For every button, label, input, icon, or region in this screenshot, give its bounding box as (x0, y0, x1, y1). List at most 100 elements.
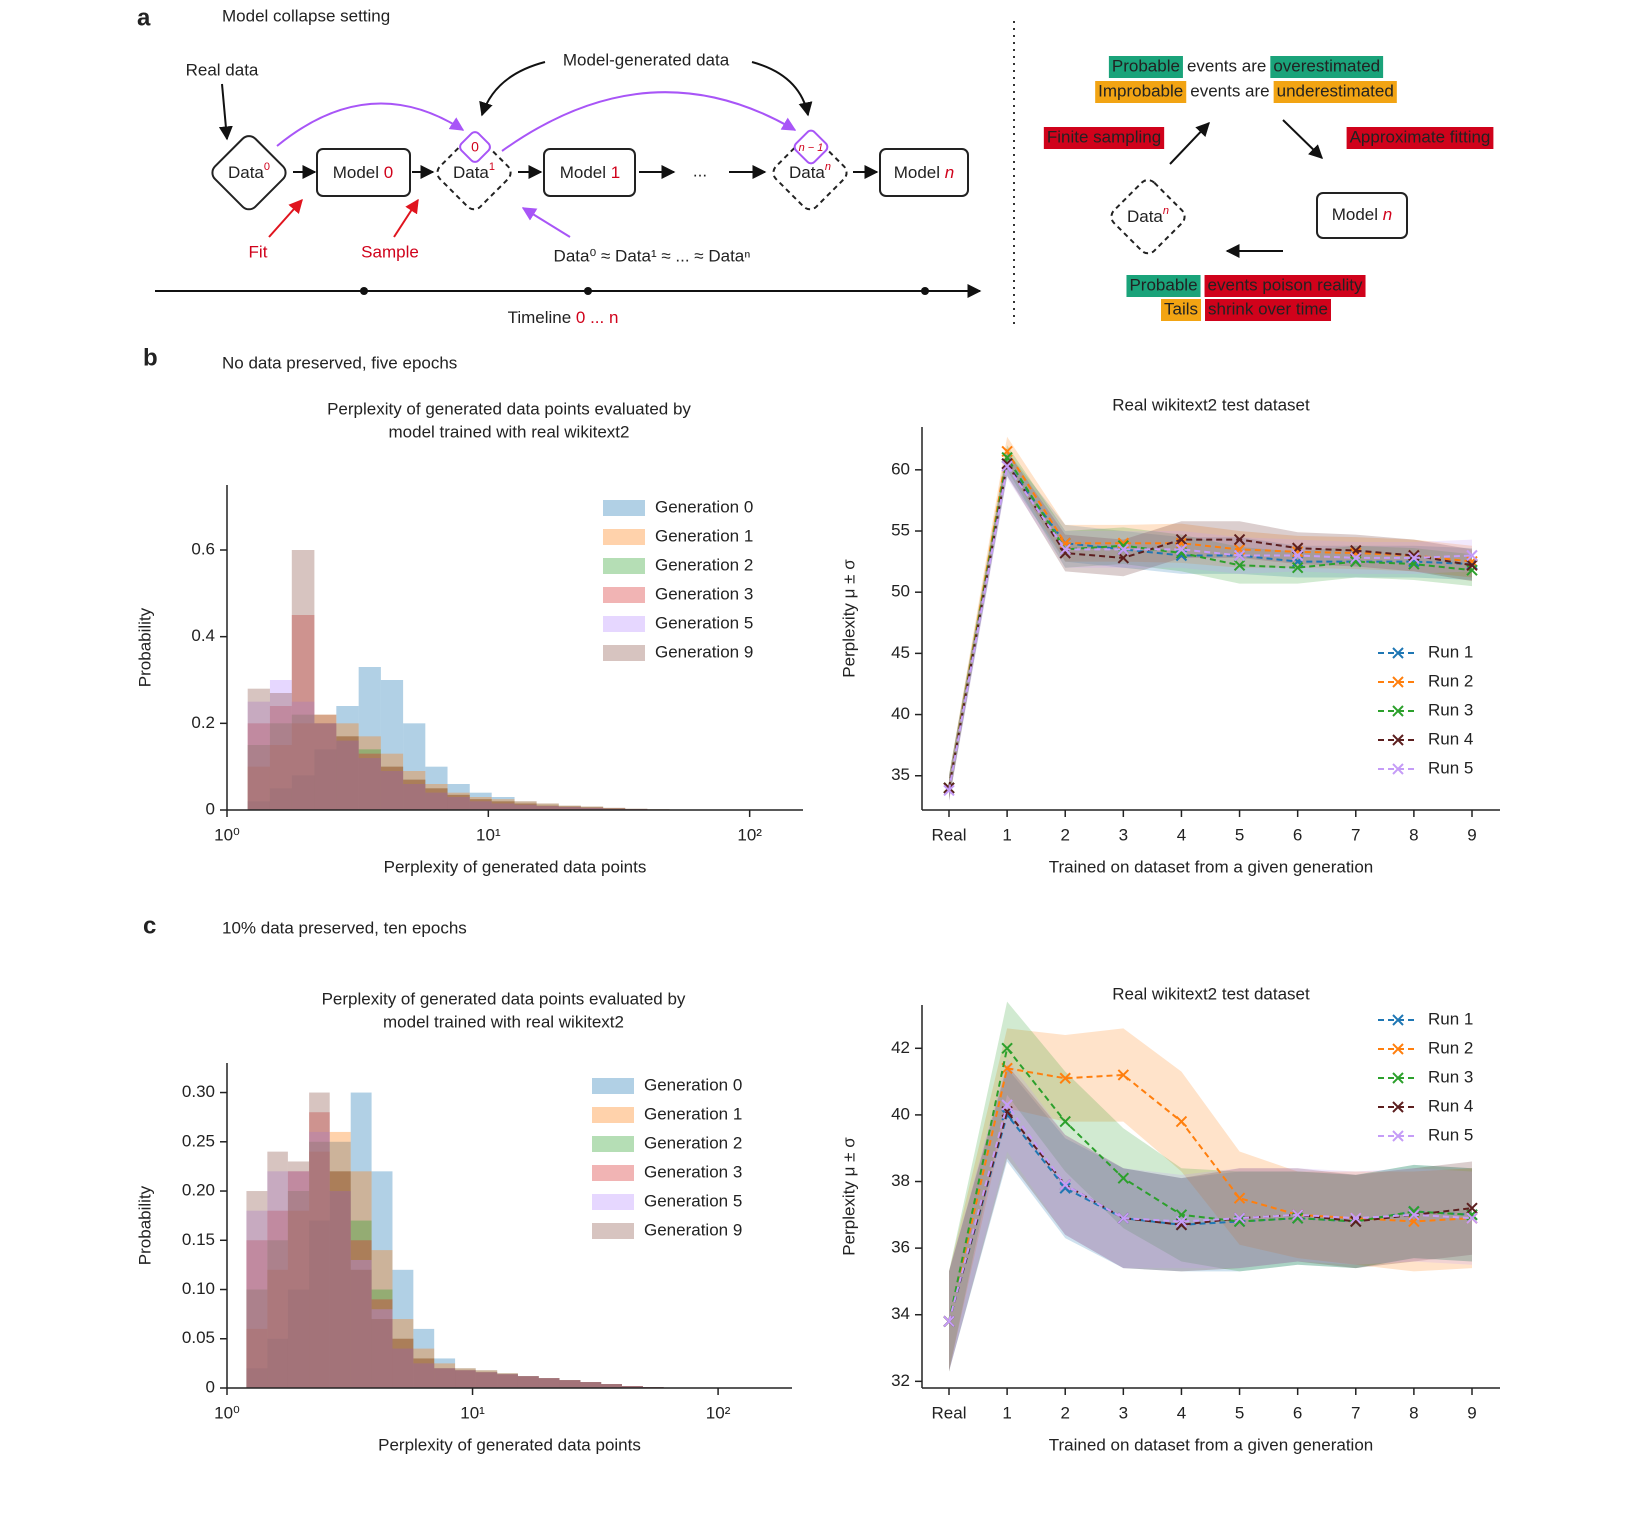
timeline-dot (921, 287, 929, 295)
arrow (1282, 119, 1324, 159)
bar (558, 805, 581, 810)
bar (291, 714, 315, 810)
label: Model-generated data (563, 50, 730, 69)
statement: Approximate fitting (1346, 127, 1494, 149)
bar (314, 723, 337, 810)
x-tick-label: 10⁰ (214, 825, 240, 844)
statement: Improbable events are underestimated (1095, 81, 1397, 103)
y-axis-label: Probability (135, 1185, 154, 1265)
bar (601, 1384, 622, 1388)
bar (580, 807, 604, 810)
label: Fit (249, 242, 268, 261)
marker (1001, 1042, 1013, 1055)
legend-swatch (603, 500, 645, 516)
bar (558, 806, 581, 810)
legend-label: Generation 5 (655, 613, 753, 632)
marker (1466, 559, 1478, 571)
bar (336, 723, 359, 810)
marker (1291, 1209, 1304, 1221)
y-tick-label: 0.4 (191, 626, 215, 645)
bar (267, 1151, 288, 1388)
bar (469, 792, 492, 810)
bar (314, 714, 337, 810)
bar (559, 1380, 581, 1388)
bar (287, 1161, 310, 1388)
bar (580, 1382, 602, 1388)
marker (1350, 1212, 1362, 1224)
bar (247, 801, 270, 810)
legend-label: Generation 1 (644, 1104, 742, 1123)
marker (1233, 1192, 1246, 1204)
bar (558, 805, 581, 810)
data-node (436, 135, 512, 211)
arrow (479, 61, 546, 117)
marker (1117, 1069, 1130, 1081)
bar (580, 1382, 602, 1388)
legend-label: Run 2 (1428, 1038, 1473, 1057)
marker (1466, 549, 1478, 562)
bar (329, 1171, 351, 1388)
bar (269, 788, 292, 810)
bar (247, 723, 270, 810)
bar (269, 723, 292, 810)
bar (538, 1378, 560, 1388)
legend-marker (1392, 647, 1404, 659)
marker (1117, 1212, 1130, 1224)
label: Sample (361, 242, 419, 261)
bar (380, 680, 404, 810)
legend-swatch (603, 645, 645, 661)
bar (314, 723, 337, 810)
bar (247, 701, 270, 810)
error-band (949, 1068, 1472, 1372)
y-tick-label: 0.6 (191, 539, 215, 558)
bar (447, 797, 470, 810)
bar (309, 1151, 330, 1388)
bar (514, 803, 537, 810)
bar (497, 1374, 518, 1388)
bar (350, 1259, 372, 1388)
marker (1466, 564, 1478, 576)
bar (601, 1384, 622, 1388)
bar (267, 1171, 288, 1388)
x-axis-label: Trained on dataset from a given generati… (1049, 857, 1373, 876)
bar (247, 766, 270, 810)
bar (580, 806, 604, 810)
bar (371, 1171, 393, 1388)
bar (247, 688, 270, 810)
bar (413, 1348, 435, 1388)
y-axis-label: Perplexity μ ± σ (839, 1137, 858, 1256)
bar (392, 1348, 414, 1388)
bar (603, 807, 626, 810)
bar (603, 808, 626, 810)
bar (425, 788, 448, 810)
error-band (949, 436, 1472, 801)
label: Real data (186, 60, 259, 79)
legend-swatch (603, 616, 645, 632)
bar (536, 805, 559, 810)
bar (358, 758, 381, 810)
bar (287, 1289, 310, 1388)
bar (469, 801, 492, 810)
badge-label: 0 (471, 139, 479, 155)
error-band (949, 1058, 1472, 1372)
bar (392, 1269, 414, 1388)
legend-label: Generation 9 (655, 642, 753, 661)
x-tick-label: 9 (1467, 825, 1476, 844)
arrow (751, 61, 813, 117)
node-label: Datan (789, 161, 831, 183)
x-axis-label: Trained on dataset from a given generati… (1049, 1435, 1373, 1454)
marker (1059, 543, 1071, 556)
bar (447, 797, 470, 810)
bar (559, 1380, 581, 1388)
bar (469, 801, 492, 810)
text: events are (1190, 81, 1269, 100)
x-tick-label: 10⁰ (214, 1403, 240, 1422)
legend-label: Run 1 (1428, 1009, 1473, 1028)
y-tick-label: 42 (891, 1038, 910, 1057)
marker (1408, 549, 1420, 562)
bar (580, 806, 604, 810)
node-label: Datan (1127, 205, 1169, 227)
x-axis-label: Perplexity of generated data points (384, 857, 647, 876)
bar (380, 753, 404, 810)
marker (1408, 1209, 1420, 1221)
